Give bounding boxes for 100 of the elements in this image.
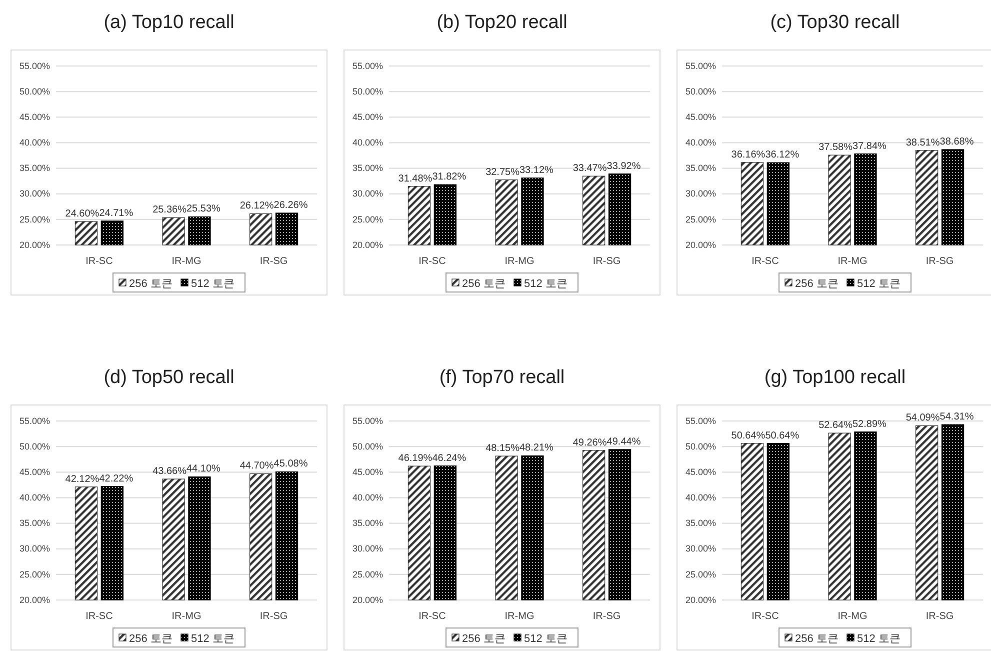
y-tick-label: 45.00% (352, 112, 383, 122)
y-tick-label: 50.00% (352, 441, 383, 452)
y-tick-label: 55.00% (685, 60, 716, 71)
data-label: 33.92% (606, 160, 641, 172)
y-tick-label: 30.00% (19, 188, 50, 199)
y-tick-label: 55.00% (352, 416, 383, 426)
y-tick-label: 50.00% (685, 86, 716, 96)
legend-label: 512 토큰 (191, 633, 234, 645)
y-tick-label: 55.00% (352, 60, 383, 71)
y-tick-label: 20.00% (352, 240, 383, 250)
y-tick-label: 30.00% (352, 544, 383, 554)
y-tick-label: 40.00% (685, 492, 716, 503)
y-tick-label: 45.00% (352, 467, 383, 478)
data-label: 31.48% (398, 173, 432, 184)
data-label: 26.12% (240, 200, 274, 212)
y-tick-label: 45.00% (19, 112, 50, 122)
legend-label: 256 토큰 (129, 278, 172, 290)
y-tick-label: 20.00% (685, 240, 716, 250)
legend-label: 512 토큰 (524, 278, 568, 290)
y-tick-label: 45.00% (685, 112, 716, 122)
y-tick-label: 25.00% (19, 569, 50, 580)
x-tick-label: IR-SG (260, 256, 288, 268)
y-tick-label: 50.00% (352, 86, 383, 96)
data-label: 44.70% (240, 460, 274, 472)
legend-label: 512 토큰 (857, 633, 900, 645)
legend-label: 512 토큰 (524, 633, 568, 645)
data-label: 50.64% (731, 430, 766, 442)
x-tick-label: IR-MG (504, 256, 534, 268)
data-label: 52.89% (852, 418, 887, 430)
y-tick-label: 45.00% (685, 467, 716, 478)
x-tick-label: IR-SG (592, 256, 621, 268)
y-tick-label: 55.00% (19, 60, 50, 71)
data-label: 46.19% (398, 453, 432, 464)
y-tick-label: 50.00% (19, 86, 50, 96)
y-tick-label: 20.00% (352, 594, 383, 605)
data-label: 42.22% (99, 473, 134, 484)
data-label: 42.12% (65, 474, 100, 485)
legend-label: 512 토큰 (857, 278, 900, 290)
y-tick-label: 50.00% (19, 441, 50, 452)
y-tick-label: 20.00% (19, 594, 50, 605)
x-tick-label: IR-SG (926, 256, 954, 268)
data-label: 25.36% (152, 204, 187, 216)
y-tick-label: 40.00% (19, 492, 50, 503)
y-tick-label: 30.00% (685, 188, 716, 199)
x-tick-label: IR-MG (172, 256, 202, 268)
x-tick-label: IR-SC (86, 611, 113, 622)
legend-label: 512 토큰 (191, 278, 234, 290)
data-label: 36.16% (731, 149, 766, 160)
x-tick-label: IR-SG (260, 611, 288, 622)
chart-title: (b) Top20 recall (436, 12, 568, 33)
y-tick-label: 25.00% (685, 214, 716, 224)
data-label: 32.75% (486, 166, 520, 178)
data-label: 54.09% (906, 412, 940, 424)
y-tick-label: 20.00% (685, 594, 716, 605)
y-tick-label: 50.00% (685, 441, 716, 452)
x-tick-label: IR-SG (592, 611, 621, 622)
data-label: 49.26% (572, 437, 607, 448)
y-tick-label: 25.00% (352, 569, 383, 580)
x-tick-label: IR-MG (172, 611, 202, 622)
data-label: 48.21% (520, 442, 554, 454)
data-label: 43.66% (152, 466, 187, 477)
x-tick-label: IR-SC (418, 256, 446, 268)
data-label: 24.60% (65, 208, 100, 220)
legend-label: 256 토큰 (462, 278, 506, 290)
data-label: 50.64% (765, 430, 800, 442)
y-tick-label: 40.00% (19, 138, 50, 148)
x-tick-label: IR-SC (752, 611, 779, 622)
data-label: 24.71% (99, 208, 134, 219)
x-tick-label: IR-SG (926, 611, 954, 622)
y-tick-label: 30.00% (685, 544, 716, 554)
chart-title: (f) Top70 recall (439, 367, 565, 388)
data-label: 33.47% (572, 163, 607, 174)
y-tick-label: 30.00% (19, 544, 50, 554)
y-tick-label: 20.00% (19, 240, 50, 250)
y-tick-label: 35.00% (19, 163, 50, 174)
y-tick-label: 35.00% (352, 163, 383, 174)
chart-title: (g) Top100 recall (764, 367, 906, 388)
y-tick-label: 55.00% (19, 416, 50, 426)
x-tick-label: IR-MG (504, 611, 534, 622)
chart-title: (c) Top30 recall (770, 12, 900, 33)
legend-label: 256 토큰 (462, 633, 506, 645)
y-tick-label: 40.00% (685, 138, 716, 148)
data-label: 49.44% (606, 436, 641, 448)
x-tick-label: IR-SC (86, 256, 113, 268)
y-tick-label: 30.00% (352, 188, 383, 199)
y-tick-label: 35.00% (19, 518, 50, 528)
x-tick-label: IR-SC (418, 611, 446, 622)
y-tick-label: 40.00% (352, 138, 383, 148)
x-tick-label: IR-MG (838, 256, 868, 268)
data-label: 54.31% (940, 412, 974, 423)
data-label: 52.64% (818, 420, 853, 432)
data-label: 44.10% (186, 464, 221, 475)
legend-label: 256 토큰 (795, 633, 838, 645)
data-label: 45.08% (274, 458, 308, 470)
legend-label: 256 토큰 (129, 633, 172, 645)
chart-title: (d) Top50 recall (104, 367, 234, 388)
chart-title: (a) Top10 recall (104, 12, 234, 33)
legend-label: 256 토큰 (795, 278, 838, 290)
data-label: 48.15% (486, 443, 520, 454)
y-tick-label: 25.00% (352, 214, 383, 224)
